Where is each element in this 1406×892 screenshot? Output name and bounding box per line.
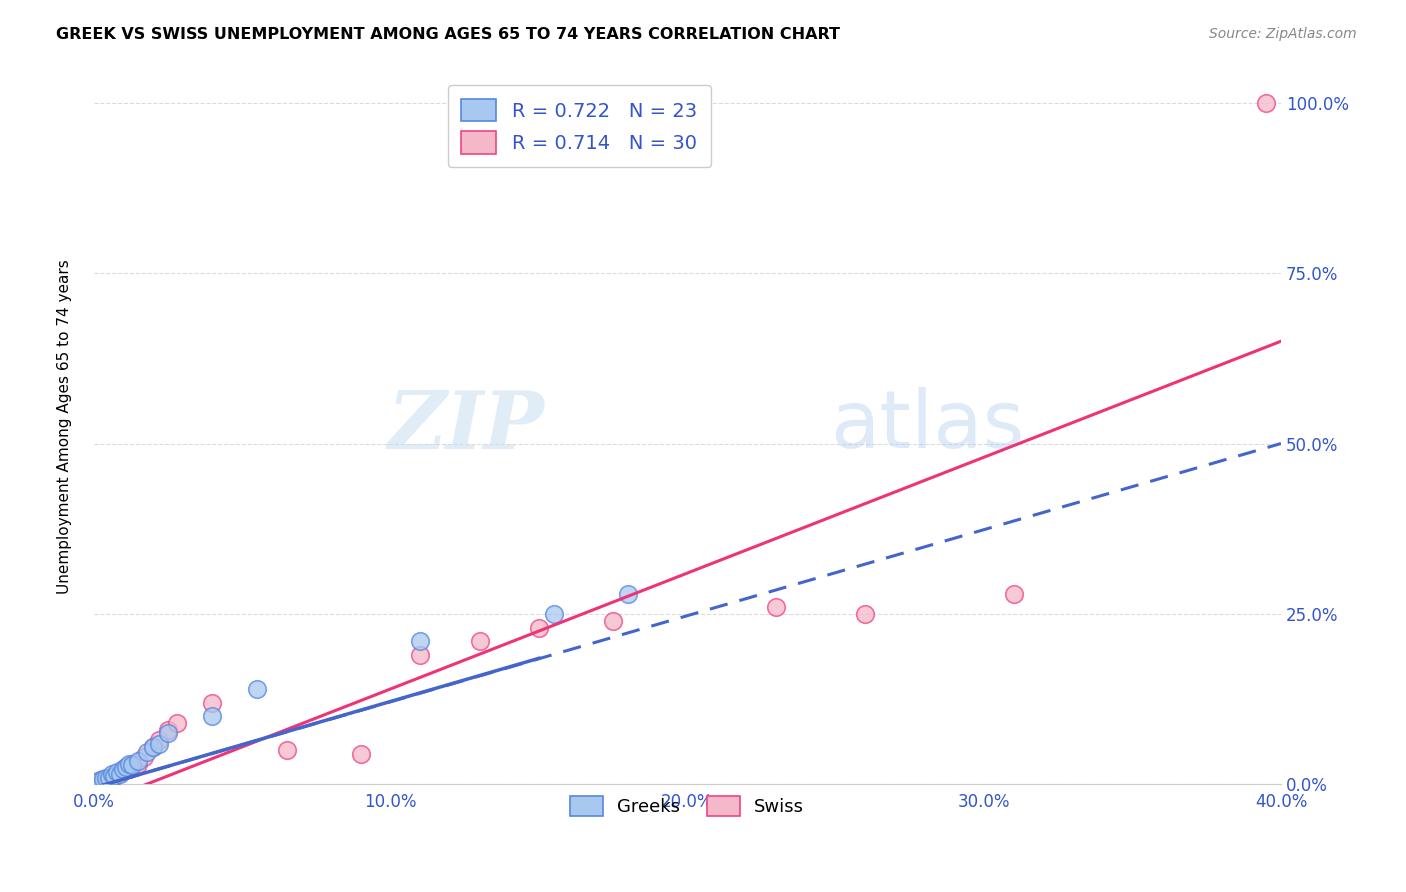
Point [156, 726, 179, 740]
Point [1256, 95, 1278, 110]
Point [127, 754, 149, 768]
Point [112, 764, 135, 778]
Point [148, 737, 170, 751]
Point [1002, 586, 1025, 600]
Text: atlas: atlas [830, 387, 1024, 466]
Point [409, 648, 432, 662]
Point [201, 709, 224, 723]
Point [166, 716, 188, 731]
Text: ZIP: ZIP [388, 388, 546, 466]
Point [121, 758, 143, 772]
Point [121, 756, 143, 771]
Y-axis label: Unemployment Among Ages 65 to 74 years: Unemployment Among Ages 65 to 74 years [58, 259, 72, 594]
Point [136, 745, 159, 759]
Point [110, 765, 132, 780]
Point [94, 771, 117, 785]
Point [89, 773, 111, 788]
Point [142, 739, 165, 754]
Point [276, 743, 298, 757]
Point [617, 586, 640, 600]
Point [201, 696, 224, 710]
Point [409, 634, 432, 648]
Point [86, 774, 108, 789]
Point [246, 681, 269, 696]
Point [468, 634, 491, 648]
Point [97, 771, 120, 785]
Point [115, 760, 138, 774]
Legend: Greeks, Swiss: Greeks, Swiss [561, 787, 813, 825]
Point [94, 772, 117, 786]
Point [855, 607, 877, 621]
Point [107, 765, 129, 780]
Point [350, 747, 373, 761]
Point [100, 767, 122, 781]
Point [115, 760, 138, 774]
Point [112, 763, 135, 777]
Point [97, 771, 120, 785]
Point [602, 614, 624, 628]
Point [91, 773, 114, 788]
Point [156, 723, 179, 737]
Point [765, 600, 787, 615]
Point [86, 774, 108, 789]
Text: Source: ZipAtlas.com: Source: ZipAtlas.com [1209, 27, 1357, 41]
Point [134, 750, 156, 764]
Point [110, 766, 132, 780]
Text: GREEK VS SWISS UNEMPLOYMENT AMONG AGES 65 TO 74 YEARS CORRELATION CHART: GREEK VS SWISS UNEMPLOYMENT AMONG AGES 6… [56, 27, 841, 42]
Point [103, 769, 125, 783]
Point [118, 763, 141, 777]
Point [103, 769, 125, 783]
Point [100, 772, 122, 786]
Point [543, 607, 565, 621]
Point [148, 733, 170, 747]
Point [527, 621, 550, 635]
Point [107, 767, 129, 781]
Point [142, 739, 165, 754]
Point [89, 774, 111, 789]
Point [91, 772, 114, 786]
Point [118, 756, 141, 771]
Point [127, 756, 149, 771]
